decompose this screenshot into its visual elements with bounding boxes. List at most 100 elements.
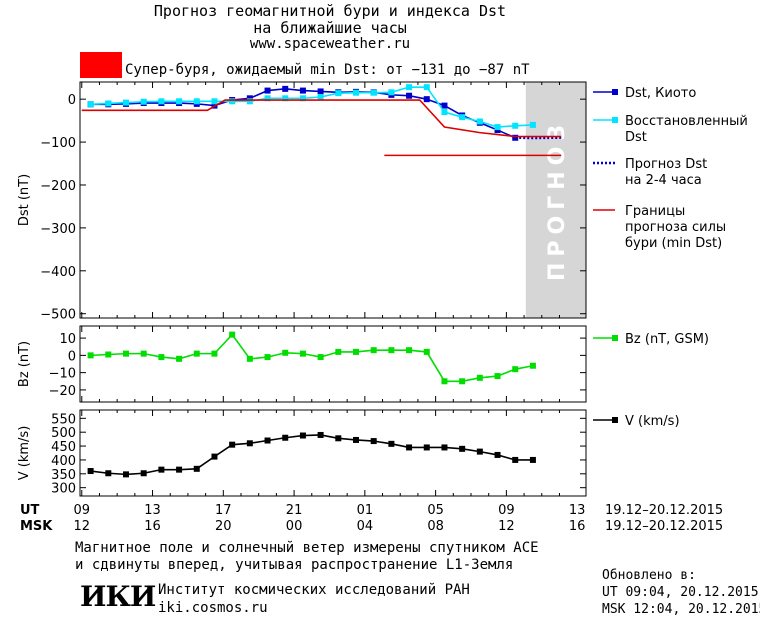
updated-msk: MSK 12:04, 20.12.2015	[602, 602, 760, 617]
chart-subtitle: на ближайшие часы	[253, 19, 407, 37]
y-tick-label: 300	[51, 482, 76, 497]
data-point	[299, 87, 306, 94]
legend-marker	[612, 89, 618, 95]
data-point	[512, 366, 519, 373]
data-point	[211, 453, 218, 460]
y-tick-label: −200	[40, 179, 76, 194]
msk-tick-label: 16	[569, 519, 586, 534]
data-point	[264, 87, 271, 94]
data-point	[299, 350, 306, 357]
legend-entry: Прогноз Dst	[625, 157, 707, 172]
data-point	[406, 347, 413, 354]
data-point	[299, 432, 306, 439]
data-point	[282, 95, 289, 102]
legend-entry: Bz (nT, GSM)	[625, 332, 709, 347]
data-point	[105, 351, 112, 358]
data-point	[423, 348, 430, 355]
chart-title: Прогноз геомагнитной бури и индекса Dst	[153, 2, 507, 20]
y-axis-label: Bz (nT)	[17, 341, 32, 387]
data-point	[246, 355, 253, 362]
data-point	[406, 92, 413, 99]
data-point	[158, 354, 165, 361]
ut-tick-label: 13	[144, 503, 161, 518]
data-point	[193, 465, 200, 472]
data-point	[353, 89, 359, 96]
legend-marker	[612, 335, 618, 341]
data-point	[123, 99, 129, 106]
data-point	[423, 84, 430, 91]
data-point	[211, 98, 218, 105]
ut-tick-label: 01	[357, 503, 374, 518]
data-point	[282, 349, 289, 356]
data-point	[246, 440, 253, 447]
y-tick-label: −300	[40, 222, 76, 237]
ut-tick-label: 05	[427, 503, 444, 518]
panel-frame	[79, 81, 587, 319]
data-point	[282, 85, 289, 92]
data-point	[335, 90, 342, 97]
data-point	[459, 445, 466, 452]
y-tick-label: 10	[59, 332, 76, 347]
series-line	[81, 99, 562, 138]
msk-tick-label: 12	[73, 519, 90, 534]
data-point	[105, 100, 112, 107]
legend-entry: Границы	[625, 204, 685, 219]
data-point	[494, 451, 501, 458]
data-point	[529, 456, 536, 463]
legend-entry: V (km/s)	[625, 414, 680, 429]
time-row-ut-label: UT	[20, 503, 40, 518]
data-point	[158, 466, 165, 473]
legend-entry: прогноза силы	[625, 220, 726, 235]
legend-entry: Восстановленный	[625, 114, 748, 129]
msk-tick-label: 04	[357, 519, 374, 534]
data-point	[529, 121, 536, 128]
institute-url[interactable]: iki.cosmos.ru	[158, 600, 268, 616]
legend-entry: Dst, Киото	[625, 86, 696, 101]
forecast-label: ПРОГНОЗ	[545, 119, 570, 281]
data-point	[87, 352, 94, 359]
institute-name: Институт космических исследований РАН	[158, 582, 470, 598]
data-point	[229, 441, 236, 448]
series-line	[90, 333, 534, 383]
data-point	[105, 470, 112, 477]
y-tick-label: −100	[40, 136, 76, 151]
legend-entry: на 2-4 часа	[625, 173, 702, 188]
updated-label: Обновлено в:	[602, 568, 696, 583]
data-point	[406, 444, 413, 451]
data-point	[335, 435, 342, 442]
legend-entry: бури (min Dst)	[625, 236, 722, 251]
data-point	[123, 471, 129, 478]
data-point	[229, 331, 236, 338]
data-point	[476, 118, 483, 125]
y-tick-label: 550	[51, 412, 76, 427]
data-point	[353, 348, 359, 355]
ut-tick-label: 13	[569, 503, 586, 518]
y-tick-label: 500	[51, 426, 76, 441]
data-point	[494, 373, 501, 380]
data-point	[317, 354, 324, 361]
data-point	[317, 94, 324, 101]
data-point	[176, 466, 183, 473]
data-point	[140, 98, 147, 105]
y-tick-label: 350	[51, 468, 76, 483]
series-line	[90, 86, 533, 128]
data-point	[87, 468, 94, 475]
storm-forecast-text: Супер-буря, ожидаемый min Dst: от −131 д…	[125, 62, 530, 78]
legend-marker	[612, 117, 618, 123]
y-tick-label: 0	[68, 93, 76, 108]
data-point	[406, 84, 413, 91]
ut-tick-label: 21	[286, 503, 303, 518]
data-point	[317, 431, 324, 438]
ut-date-range: 19.12–20.12.2015	[605, 503, 723, 518]
data-point	[264, 95, 271, 102]
y-tick-label: −20	[49, 384, 76, 399]
data-point	[423, 96, 430, 103]
data-point	[158, 98, 165, 105]
data-point	[193, 98, 200, 105]
data-point	[193, 350, 200, 357]
data-point	[176, 355, 183, 362]
panel-frame	[79, 409, 587, 497]
data-point	[264, 437, 271, 444]
ut-tick-label: 09	[498, 503, 515, 518]
